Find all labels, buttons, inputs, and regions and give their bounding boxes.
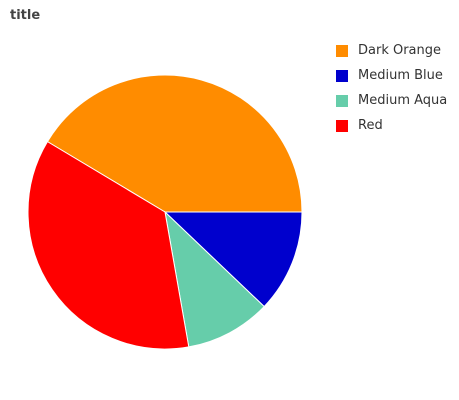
legend-item-medium-aqua: Medium Aqua	[336, 88, 447, 113]
legend-swatch	[336, 94, 348, 107]
legend-item-dark-orange: Dark Orange	[336, 38, 447, 63]
pie-slice-medium-blue	[163, 211, 303, 308]
legend-swatch	[336, 69, 348, 82]
chart-title: title	[10, 8, 41, 23]
legend-label: Medium Blue	[358, 68, 443, 83]
legend: Dark Orange Medium Blue Medium Aqua Red	[336, 38, 447, 138]
legend-swatch	[336, 119, 348, 132]
pie-slice-dark-orange	[46, 74, 303, 213]
pie-slice-red	[27, 140, 190, 350]
legend-label: Medium Aqua	[358, 93, 448, 108]
legend-label: Red	[358, 118, 383, 133]
pie-slice-medium-aqua	[164, 210, 265, 348]
legend-item-red: Red	[336, 113, 447, 138]
legend-swatch	[336, 44, 348, 57]
legend-item-medium-blue: Medium Blue	[336, 63, 447, 88]
legend-label: Dark Orange	[358, 43, 442, 58]
